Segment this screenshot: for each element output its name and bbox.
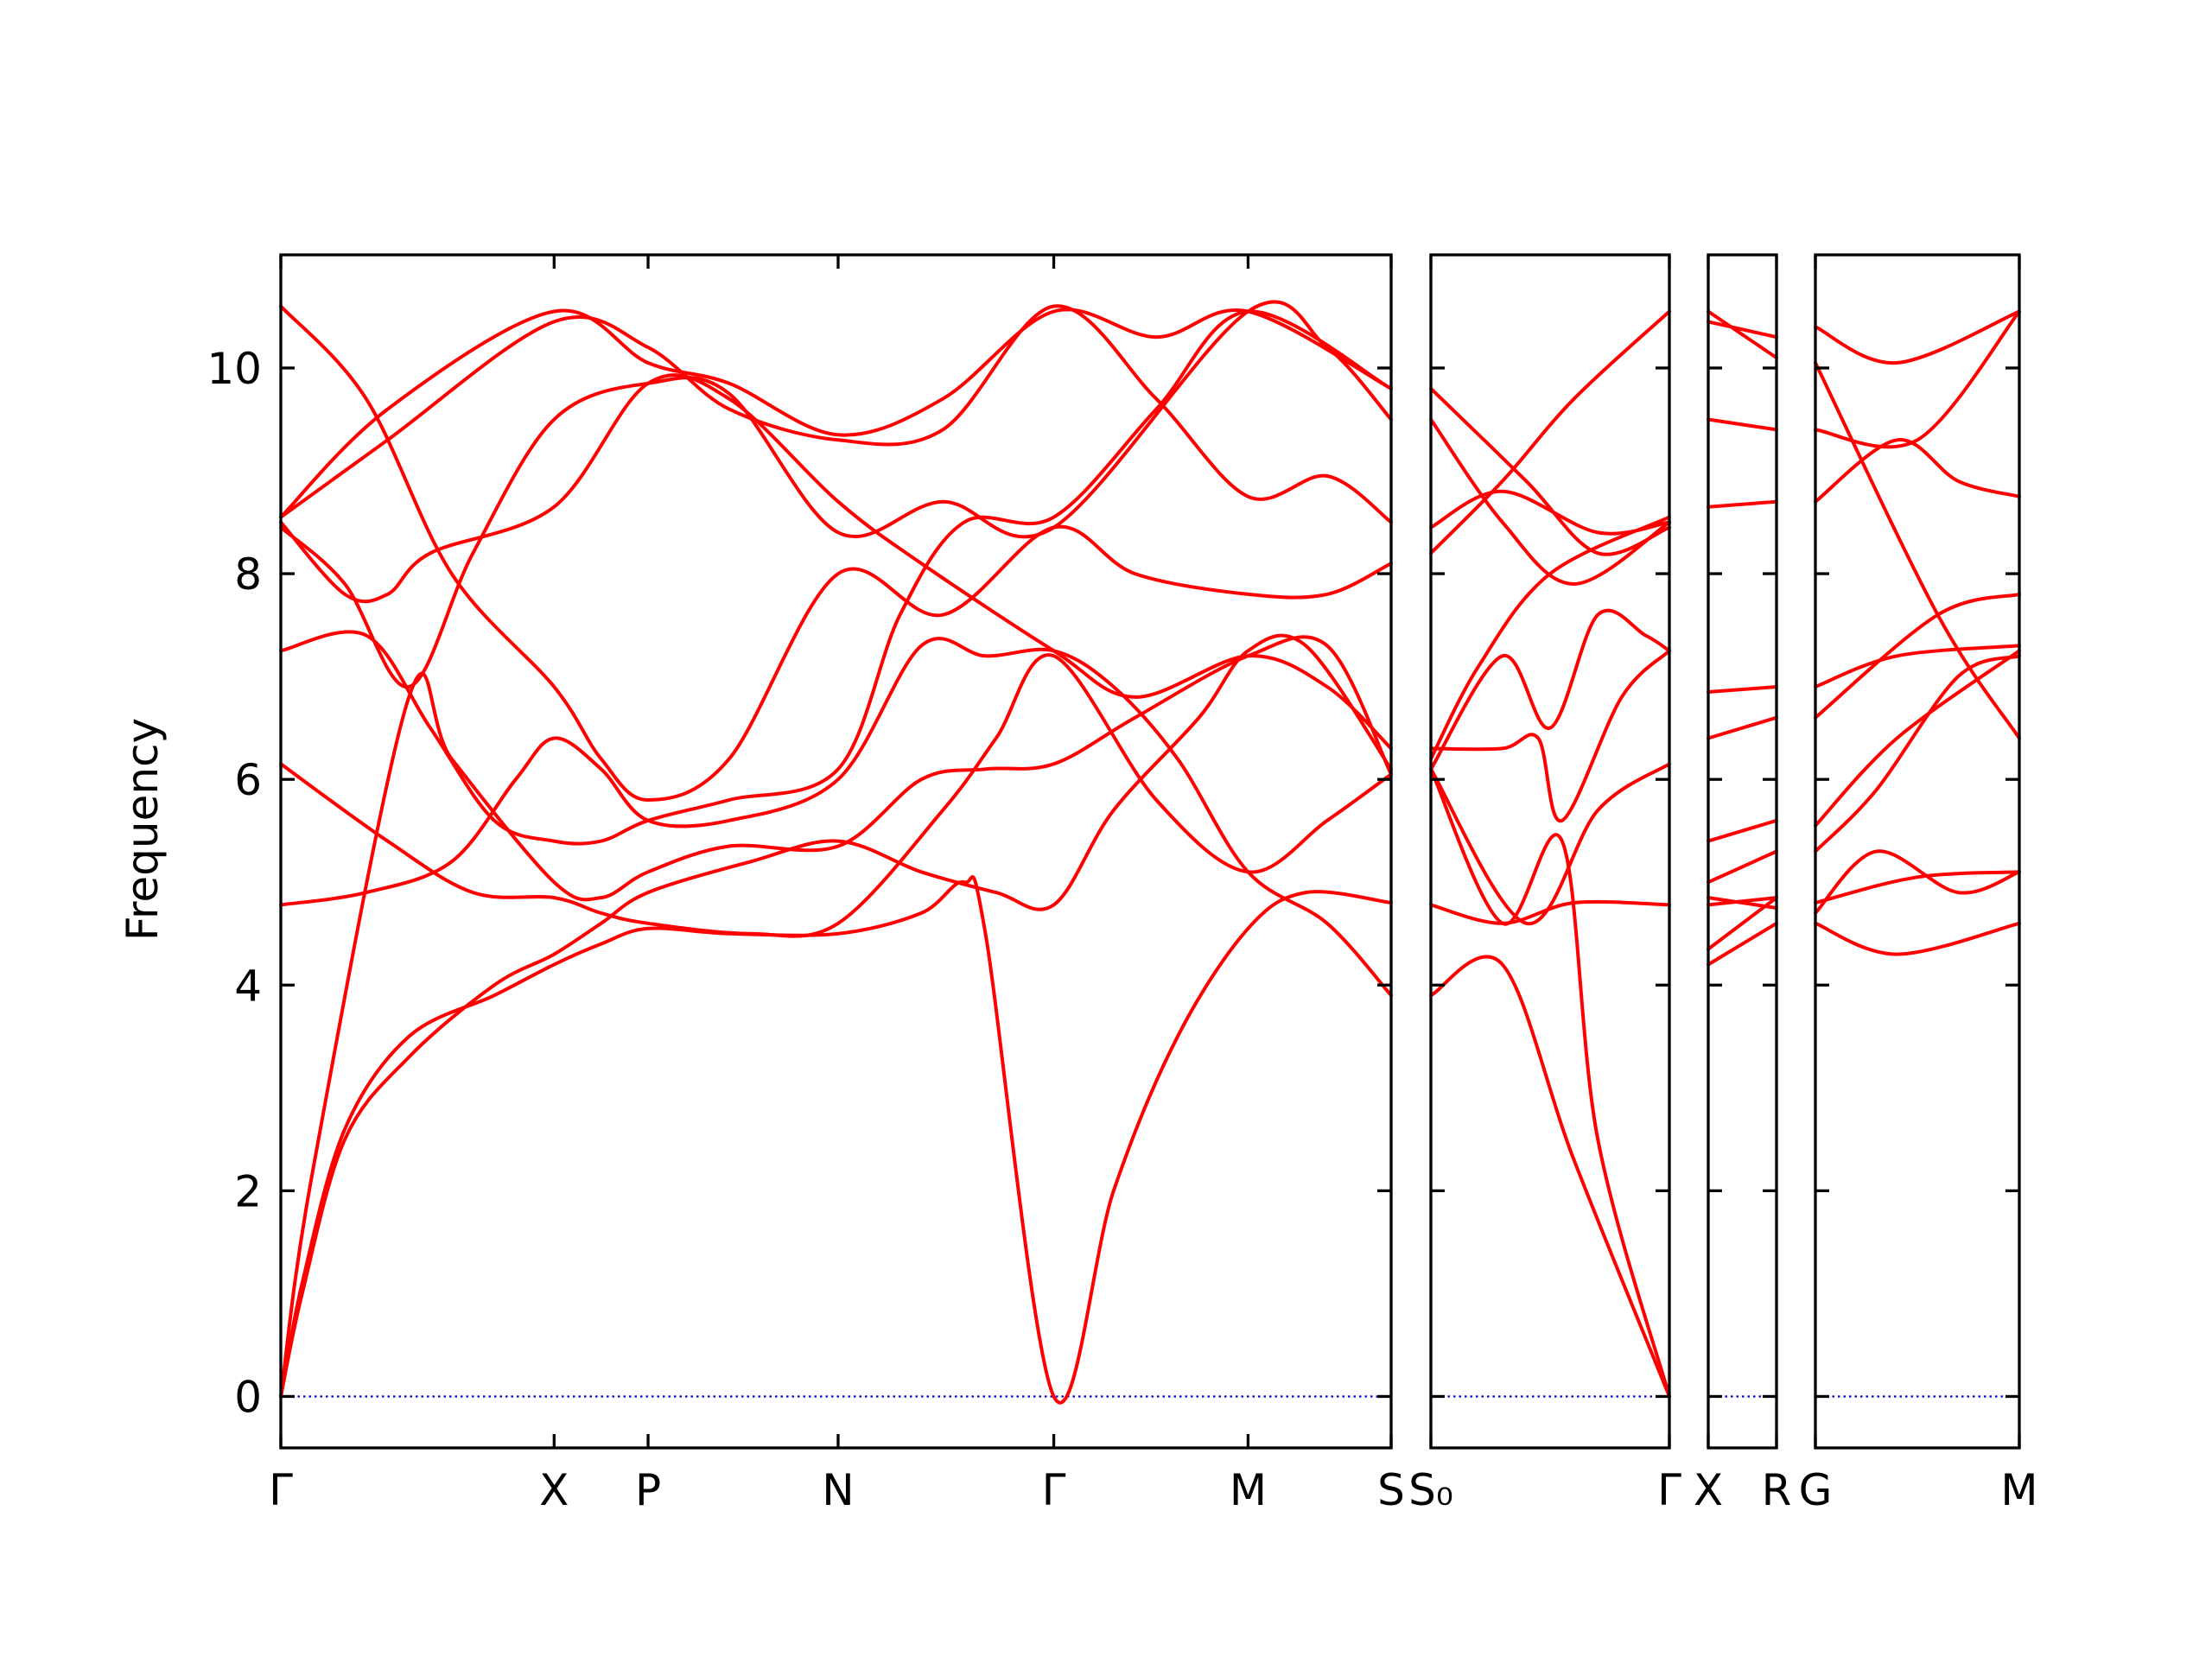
x-tick-label: Γ [1657,1465,1681,1515]
x-tick-label: G [1799,1465,1833,1515]
x-tick-label: S₀ [1408,1465,1453,1515]
band-series-2-5 [1707,818,1778,843]
band-series-3-0 [1814,921,2021,956]
band-series-3-5 [1814,592,2021,720]
y-tick-label: 8 [234,549,262,600]
x-tick-label: N [822,1465,854,1515]
band-series-3-2 [1814,870,2021,904]
band-series-2-4 [1707,849,1778,885]
x-tick-label: S [1377,1465,1405,1515]
band-series-2-0 [1707,921,1778,967]
band-series-0-7 [279,304,1393,802]
band-series-1-3 [1429,762,1671,925]
band-series-1-6 [1429,608,1671,771]
band-series-0-9 [279,300,1393,689]
x-tick-label: P [635,1465,661,1515]
band-series-3-6 [1814,644,2021,689]
x-tick-label: Γ [1042,1465,1066,1515]
band-series-1-1 [1429,899,1671,925]
x-tick-label: M [1230,1465,1267,1515]
band-series-2-6 [1707,715,1778,740]
axes-layer [279,253,2021,1450]
band-series-0-2 [279,635,1393,1399]
band-series-2-8 [1707,499,1778,509]
y-tick-label: 0 [234,1372,262,1422]
band-series-2-9 [1707,417,1778,432]
band-series-3-8 [1814,309,2021,449]
band-series-2-3 [1707,896,1778,910]
band-series-1-7 [1429,489,1671,536]
band-series-0-3 [279,637,1393,998]
panel-frame-1 [1429,253,1671,1450]
band-series-2-7 [1707,685,1778,694]
y-axis-label: Frequency [118,718,168,941]
band-series-0-8 [279,373,1393,751]
band-series-2-11 [1707,309,1778,360]
y-tick-label: 2 [234,1166,262,1216]
band-series-0-10 [279,308,1393,519]
band-series-3-10 [1814,361,2021,740]
band-series-3-7 [1814,438,2021,504]
y-tick-label: 10 [207,344,262,394]
band-series-1-10 [1429,417,1671,586]
panel-frame-3 [1814,253,2021,1450]
band-series-3-3 [1814,654,2021,854]
x-tick-label: X [539,1465,569,1515]
bands-layer [279,300,2021,1405]
y-tick-label: 6 [234,755,262,805]
band-series-0-5 [279,309,1393,846]
band-series-1-4 [1429,649,1671,822]
x-tick-label: R [1762,1465,1792,1515]
panel-frame-0 [279,253,1393,1450]
band-series-3-9 [1814,309,2021,365]
band-series-0-0 [279,874,1393,1405]
band-series-1-8 [1429,309,1671,555]
band-series-0-1 [279,633,1393,1399]
band-series-3-1 [1814,849,2021,915]
x-tick-label: Γ [269,1465,293,1515]
band-series-1-5 [1429,515,1671,761]
y-tick-label: 4 [234,961,262,1011]
band-series-1-2 [1429,767,1671,1399]
x-tick-label: X [1694,1465,1723,1515]
band-series-0-4 [279,653,1393,938]
band-series-1-0 [1429,955,1671,1399]
band-series-1-9 [1429,386,1671,556]
band-series-3-4 [1814,649,2021,828]
x-tick-label: M [2000,1465,2037,1515]
band-series-0-6 [279,304,1393,524]
panel-frame-2 [1707,253,1778,1450]
band-series-2-10 [1707,320,1778,340]
